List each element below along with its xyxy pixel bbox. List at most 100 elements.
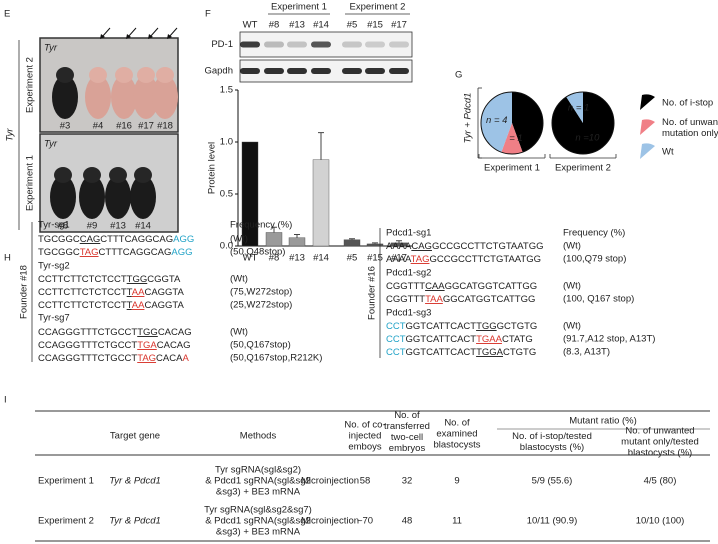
frequency-note: (Wt) (230, 327, 248, 338)
column-header: embryos (389, 443, 426, 454)
lane-label: #15 (367, 20, 383, 31)
blot-label: Gapdh (204, 66, 233, 77)
mouse (152, 75, 178, 119)
lane-label: #17 (391, 20, 407, 31)
value-label: n =10 (575, 132, 600, 143)
guide-name: Pdcd1-sg2 (386, 268, 431, 279)
pie-slice (566, 92, 583, 123)
sequence-segment: TGG (476, 321, 497, 332)
mouse-head (137, 67, 155, 83)
sequence-segment: CCAGGGTTTCTGCCT (38, 340, 137, 351)
arrow (101, 27, 111, 38)
frequency-note: (Wt) (230, 274, 248, 285)
legend-label: No. of i-stop (662, 98, 713, 109)
y-axis-label: Protein level (207, 142, 218, 194)
sequence-segment: CAG (80, 234, 101, 245)
mouse-head (115, 67, 133, 83)
sequence-segment: CAGGTA (144, 287, 184, 298)
error-bar (349, 238, 355, 240)
sequence-segment: TAG (137, 353, 156, 364)
table-cell: 9 (454, 476, 459, 487)
mouse-head (89, 67, 107, 83)
sequence-segment: CCTTCTTCTCTCCT (38, 300, 127, 311)
mouse-label: #17 (138, 121, 154, 132)
bar (288, 237, 306, 247)
table-cell: 10/10 (100) (636, 516, 685, 527)
value-label: n = 1 (568, 103, 589, 114)
error-bar (372, 242, 378, 244)
error-bar (396, 240, 402, 243)
frequency-note: (8.3, A13T) (563, 347, 610, 358)
guide-name: Tyr-sg2 (38, 261, 70, 272)
x-tick-label: #15 (367, 253, 383, 264)
group-label: Tyr (5, 128, 16, 142)
sequence-segment: TGG (127, 274, 148, 285)
sequence: TGCGGCCAGCTTTCAGGCAGAGG (38, 234, 194, 245)
band (264, 68, 284, 74)
table-cell: &sg3) + BE3 mRNA (216, 527, 301, 538)
y-tick-label: 1.5 (220, 85, 233, 96)
sequence-segment: CTTTCAGGCAG (100, 234, 173, 245)
mouse-head (134, 167, 152, 183)
x-tick-label: #5 (347, 253, 358, 264)
row-label: Experiment 1 (25, 155, 36, 211)
panel-label: G (455, 70, 462, 81)
column-header: Methods (240, 431, 277, 442)
table-cell: Tyr sgRNA(sgl&sg2&sg7) (204, 505, 312, 516)
sequence-segment: TGAA (476, 334, 503, 345)
pie-slice (551, 92, 614, 154)
table-cell: Microinjection (301, 476, 359, 487)
sequence: AAAATAGGCCGCCTTCTGTAATGG (386, 254, 541, 265)
panel-label: F (205, 9, 211, 20)
frequency-note: (Wt) (230, 234, 248, 245)
table-cell: Tyr & Pdcd1 (109, 476, 161, 487)
column-header: transferred (384, 421, 430, 432)
value-label: n = 1 (501, 133, 522, 144)
sequence-segment: CCT (386, 334, 406, 345)
band (342, 68, 362, 74)
mouse-label: #13 (110, 221, 126, 232)
guide-name: Tyr-sg7 (38, 313, 70, 324)
sequence-segment: AGG (173, 234, 194, 245)
sequence-segment: TGG (137, 327, 158, 338)
mouse-head (56, 67, 74, 83)
column-header: blastocysts (434, 440, 481, 451)
column-header: blastocysts (%) (628, 448, 692, 459)
sequence: CCAGGGTTTCTGCCTTGACACAG (38, 340, 191, 351)
arrow-head (100, 34, 105, 39)
sequence-segment: CGGTTT (386, 281, 425, 292)
table-cell: ~70 (357, 516, 373, 527)
table-cell: &sg3) + BE3 mRNA (216, 487, 301, 498)
guide-name: Tyr-sg1 (38, 220, 70, 231)
column-header: examined (436, 429, 477, 440)
pie-outline (551, 91, 615, 155)
arrow-head (126, 34, 131, 39)
sequence-segment: CCAGGGTTTCTGCCT (38, 353, 137, 364)
sequence: CCAGGGTTTCTGCCTTAGCACAA (38, 353, 189, 364)
panel-label: H (4, 253, 11, 264)
band (287, 41, 307, 48)
bar (343, 239, 361, 247)
column-header: No. of co- (344, 420, 385, 431)
frequency-note: (50,Q167stop,R212K) (230, 353, 322, 364)
sequence-segment: GCCGCCTTCTGTAATGG (432, 241, 544, 252)
sequence: CGGTTTTAAGGCATGGTCATTGG (386, 294, 535, 305)
column-header: emboys (348, 442, 382, 453)
mouse-head (83, 167, 101, 183)
sequence-segment: CCT (386, 321, 406, 332)
mouse (85, 75, 111, 119)
mouse (111, 75, 137, 119)
table-cell: 48 (402, 516, 413, 527)
bar (265, 232, 283, 247)
table-cell: & Pdcd1 sgRNA(sgl&sg2 (205, 476, 311, 487)
sequence: TGCGGCTAGCTTTCAGGCAGAGG (38, 247, 193, 258)
legend-label: Wt (662, 147, 674, 158)
sequence-segment: CCTTCTTCTCTCCT (38, 287, 127, 298)
frequency-note: (75,W272stop) (230, 287, 292, 298)
x-tick-label: #13 (289, 253, 305, 264)
band (311, 68, 331, 74)
legend-swatch (640, 94, 655, 110)
sequence-segment: CAGGTA (144, 300, 184, 311)
sequence-segment: GGCATGGTCATTGG (443, 294, 536, 305)
